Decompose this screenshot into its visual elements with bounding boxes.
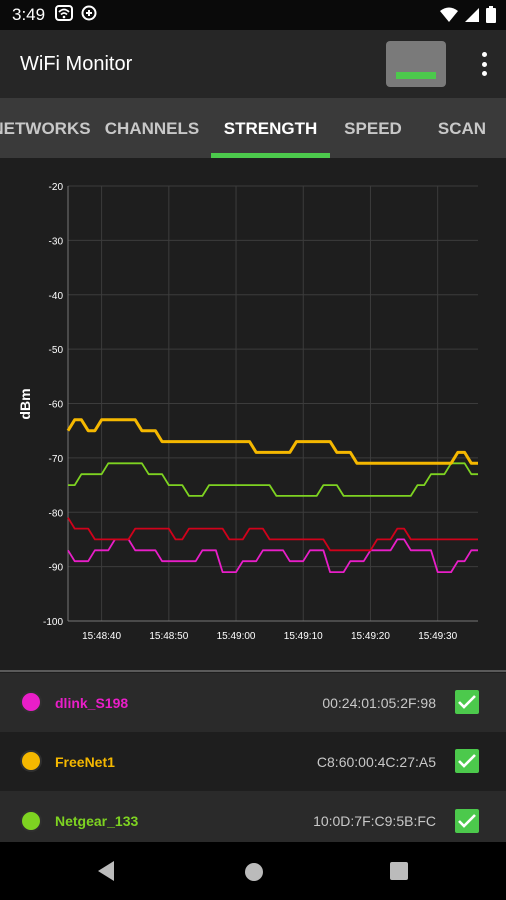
y-axis-label: dBm: [17, 388, 33, 419]
y-tick-label: -70: [49, 454, 64, 465]
battery-icon: [486, 6, 496, 28]
status-time: 3:49: [12, 5, 46, 24]
back-triangle-icon[interactable]: [96, 860, 116, 887]
x-tick-label: 15:49:00: [217, 631, 256, 642]
series-line: [68, 462, 478, 497]
y-tick-label: -40: [49, 291, 64, 302]
app-bar: WiFi Monitor: [0, 30, 506, 98]
app-title: WiFi Monitor: [20, 52, 133, 75]
network-mac: 10:0D:7F:C9:5B:FC: [313, 812, 436, 829]
legend-row[interactable]: Netgear_133 10:0D:7F:C9:5B:FC: [0, 791, 506, 850]
x-tick-label: 15:49:30: [418, 631, 457, 642]
signal-strength-chart: -20 -30 -40 -50 -60 -70 -80 -90 -100 15:48:40 15:4…: [17, 182, 478, 642]
network-color-dot: [20, 810, 42, 832]
network-name: Netgear_133: [55, 812, 139, 829]
network-color-dot: [20, 691, 42, 713]
y-tick-label: -90: [49, 563, 64, 574]
data-saver-icon: [81, 5, 97, 26]
network-name: FreeNet1: [55, 753, 115, 770]
network-color-dot: [20, 750, 42, 772]
tab-bar: NETWORKS CHANNELS STRENGTH SPEED SCAN: [0, 98, 506, 158]
series-line: [67, 517, 478, 552]
series-line: [67, 538, 478, 573]
system-nav-bar: [0, 842, 506, 900]
x-tick-label: 15:48:40: [82, 631, 121, 642]
status-bar: 3:49: [0, 0, 506, 30]
x-tick-label: 15:49:10: [284, 631, 323, 642]
x-tick-label: 15:48:50: [149, 631, 188, 642]
wifi-signal-icon: [440, 7, 458, 28]
tab-networks[interactable]: NETWORKS: [0, 119, 91, 138]
recents-square-icon[interactable]: [390, 862, 408, 885]
signal-level-bar: [396, 72, 436, 79]
tab-speed[interactable]: SPEED: [344, 119, 402, 138]
network-name: dlink_S198: [55, 694, 129, 711]
home-circle-icon[interactable]: [244, 862, 264, 887]
tab-strength[interactable]: STRENGTH: [223, 119, 318, 138]
network-mac: 00:24:01:05:2F:98: [322, 694, 436, 711]
more-vert-icon[interactable]: [480, 52, 488, 76]
chart-divider: [0, 670, 506, 672]
series-line: [66, 418, 478, 465]
y-tick-label: -80: [49, 508, 64, 519]
legend-row[interactable]: dlink_S198 00:24:01:05:2F:98: [0, 673, 506, 732]
cell-signal-icon: [464, 7, 480, 28]
checkbox-icon[interactable]: [455, 690, 479, 714]
x-tick-label: 15:49:20: [351, 631, 390, 642]
network-mac: C8:60:00:4C:27:A5: [316, 753, 436, 770]
y-tick-label: -30: [49, 236, 64, 247]
y-tick-label: -60: [49, 400, 64, 411]
signal-indicator-button[interactable]: [386, 41, 446, 87]
checkbox-icon[interactable]: [455, 749, 479, 773]
tab-indicator: [211, 153, 330, 158]
tab-scan[interactable]: SCAN: [437, 119, 487, 138]
strength-chart-area: -20 -30 -40 -50 -60 -70 -80 -90 -100 15:48:40 15:4…: [0, 158, 506, 670]
legend-row[interactable]: FreeNet1 C8:60:00:4C:27:A5: [0, 732, 506, 791]
y-tick-label: -50: [49, 345, 64, 356]
y-tick-label: -100: [43, 617, 63, 628]
y-tick-label: -20: [49, 182, 64, 193]
checkbox-icon[interactable]: [455, 809, 479, 833]
tab-channels[interactable]: CHANNELS: [104, 119, 200, 138]
wifi-box-icon: [55, 4, 74, 26]
